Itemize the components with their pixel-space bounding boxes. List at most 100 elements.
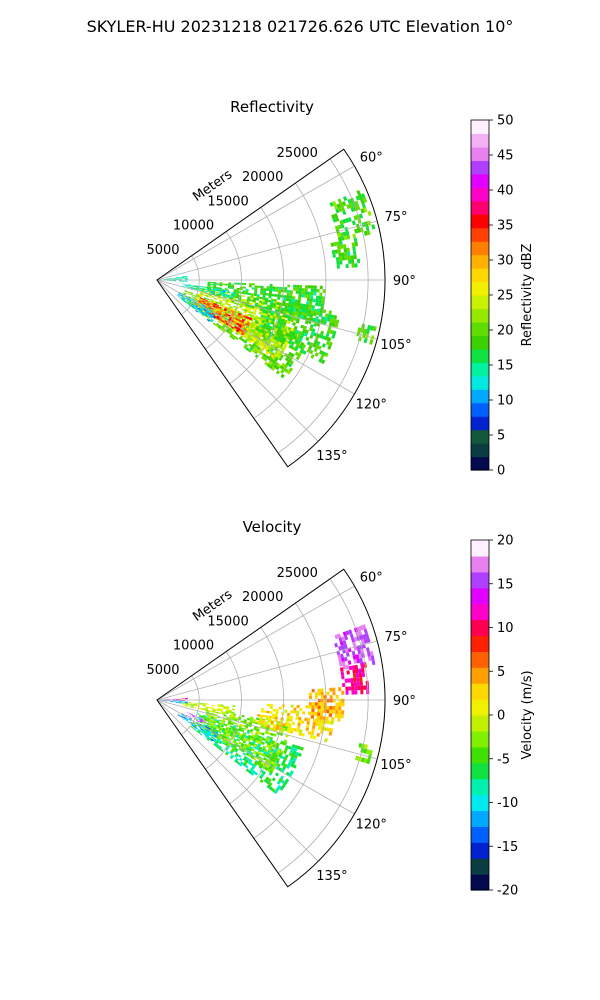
colorbar-tick-label: 30	[497, 254, 514, 269]
echo-cell	[253, 331, 257, 336]
echo-cell	[184, 697, 188, 699]
echo-cell	[219, 284, 223, 287]
echo-cell	[184, 698, 188, 700]
echo-cell	[337, 198, 342, 204]
echo-cell	[220, 748, 224, 752]
echo-cell	[255, 730, 259, 734]
echo-cell	[178, 700, 182, 701]
echo-cell	[199, 293, 203, 296]
echo-cell	[329, 698, 333, 703]
echo-cell	[341, 675, 345, 680]
echo-cell	[202, 298, 206, 301]
sector-frame	[156, 568, 386, 888]
echo-cell	[293, 325, 298, 330]
echo-cell	[208, 712, 212, 715]
echo-cell	[300, 341, 305, 347]
range-ring	[253, 182, 327, 419]
echo-cell	[201, 708, 205, 711]
colorbar-tick-label: 5	[497, 665, 505, 680]
echo-cell	[278, 778, 283, 783]
colorbar-swatch	[471, 635, 489, 652]
echo-cell	[184, 719, 188, 722]
echo-cell	[278, 338, 283, 343]
range-ring	[229, 627, 285, 805]
echo-cell	[193, 703, 197, 705]
echo-cell	[229, 751, 233, 755]
velocity-axis-labels: 500010000150002000025000Meters60°75°90°1…	[146, 566, 415, 884]
echo-cell	[277, 320, 281, 324]
echo-cell	[208, 306, 212, 309]
echo-cell	[207, 715, 211, 718]
echo-cell	[223, 714, 227, 717]
echo-cell	[292, 296, 296, 300]
echo-cell	[284, 305, 288, 309]
echo-cell	[289, 730, 294, 734]
echo-cell	[322, 289, 326, 293]
azimuth-spoke	[156, 585, 355, 701]
echo-cell	[321, 351, 326, 356]
echo-cell	[259, 779, 264, 784]
echo-cell	[217, 307, 221, 311]
echo-cell	[210, 710, 214, 713]
echo-cell	[232, 745, 237, 749]
echo-cell	[254, 285, 258, 288]
echo-cell	[245, 752, 250, 756]
echo-cell	[207, 727, 211, 730]
echo-cell	[199, 707, 203, 709]
echo-cell	[218, 722, 222, 725]
echo-cell	[205, 294, 209, 296]
echo-cell	[245, 316, 250, 320]
echo-cell	[356, 626, 361, 632]
echo-cell	[219, 299, 223, 302]
colorbar-swatch	[471, 241, 489, 256]
echo-cell	[319, 709, 324, 713]
echo-cell	[189, 293, 193, 296]
colorbar-tick-label: -20	[497, 884, 518, 899]
echo-cell	[260, 288, 264, 291]
echo-cell	[261, 320, 266, 324]
echo-cell	[248, 722, 253, 725]
echo-cell	[203, 307, 207, 311]
echo-cell	[338, 256, 343, 261]
echo-cell	[176, 700, 179, 701]
echo-cell	[293, 728, 297, 732]
echo-cell	[206, 303, 210, 307]
echo-cell	[364, 744, 368, 750]
echo-cell	[367, 656, 372, 662]
echo-cell	[210, 286, 214, 288]
echo-cell	[242, 757, 247, 762]
echo-cell	[204, 300, 208, 303]
echo-cell	[302, 711, 306, 715]
echo-cell	[228, 709, 232, 712]
echo-cell	[365, 633, 370, 639]
echo-cell	[249, 311, 254, 314]
echo-cell	[183, 711, 187, 714]
echo-cell	[182, 718, 185, 721]
echo-cell	[349, 633, 354, 639]
echo-cell	[231, 292, 235, 295]
echo-cell	[210, 725, 214, 729]
echo-cell	[170, 701, 173, 703]
echo-cell	[309, 301, 313, 306]
echo-cell	[182, 297, 186, 300]
echo-cell	[178, 277, 182, 278]
echo-cell	[214, 714, 218, 716]
echo-cell	[176, 279, 179, 280]
echo-cell	[311, 728, 315, 733]
echo-cell	[244, 764, 249, 769]
echo-cell	[286, 729, 291, 734]
colorbar-tick-label: 15	[497, 359, 514, 374]
echo-cell	[208, 296, 212, 298]
echo-cell	[182, 298, 185, 301]
echo-cell	[338, 687, 342, 692]
echo-cell	[256, 331, 261, 335]
echo-cell	[205, 311, 209, 314]
echo-cell	[184, 276, 188, 278]
echo-cell	[258, 765, 263, 770]
echo-cell	[213, 286, 217, 289]
echo-cell	[206, 309, 210, 312]
echo-cell	[185, 703, 188, 705]
echo-cell	[217, 737, 221, 740]
echo-cell	[278, 352, 283, 357]
echo-cell	[265, 293, 269, 296]
